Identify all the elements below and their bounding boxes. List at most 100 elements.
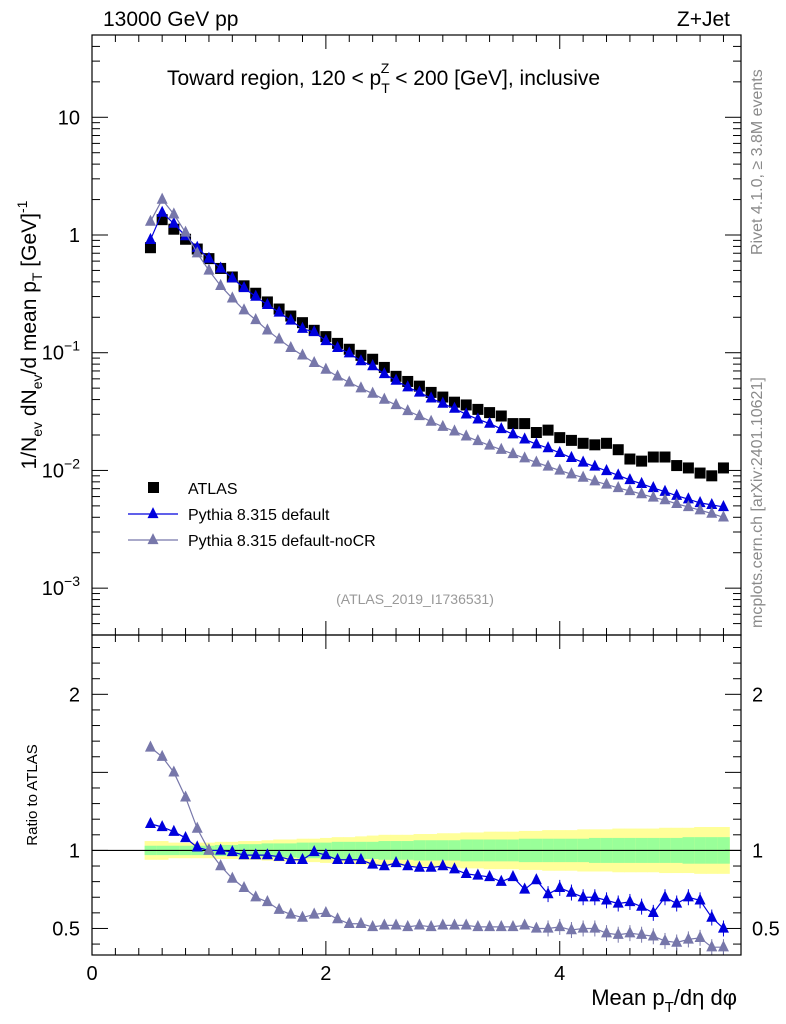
ratio-default-point: [507, 870, 519, 882]
ratio-nocr-point: [706, 940, 718, 952]
ratio-default-point: [156, 820, 168, 832]
ratio-nocr-point: [589, 921, 601, 933]
analysis-id: (ATLAS_2019_I1736531): [336, 591, 494, 607]
x-axis-label: Mean pT/dη dφ: [591, 985, 737, 1016]
atlas-point: [647, 451, 659, 463]
default-point: [577, 455, 589, 467]
default-point: [320, 334, 332, 346]
ratio-nocr-point: [402, 920, 414, 932]
ratio-nocr-point: [203, 843, 215, 855]
nocr-point: [273, 332, 285, 344]
ratio-nocr-point: [413, 918, 425, 930]
nocr-point: [437, 419, 449, 431]
nocr-point: [144, 214, 156, 226]
ratio-nocr-point: [332, 912, 344, 924]
default-point: [636, 476, 648, 488]
default-point: [601, 464, 613, 476]
ratio-nocr-point: [565, 923, 577, 935]
legend-marker-atlas: [148, 482, 159, 493]
nocr-point: [156, 192, 168, 204]
nocr-point: [671, 496, 683, 509]
nocr-point: [355, 381, 367, 393]
svg-text:Mean pT/dη dφ: Mean pT/dη dφ: [591, 985, 737, 1016]
nocr-point: [320, 362, 332, 374]
nocr-point: [261, 323, 273, 335]
nocr-point: [413, 409, 425, 421]
default-point: [706, 497, 718, 510]
default-point: [261, 297, 273, 310]
nocr-point: [577, 470, 589, 482]
ratio-default-point: [215, 843, 227, 855]
svg-text:Toward region, 120 < pTZ < 200: Toward region, 120 < pTZ < 200 [GeV], in…: [167, 60, 600, 96]
nocr-point: [624, 484, 636, 496]
atlas-point: [601, 437, 613, 449]
nocr-point: [647, 490, 659, 502]
default-point: [612, 468, 624, 480]
ratio-nocr-point: [296, 910, 308, 922]
ratio-default-point: [332, 852, 344, 864]
ratio-nocr-point: [530, 921, 542, 933]
atlas-point: [565, 434, 577, 446]
nocr-point: [343, 375, 355, 387]
ratio-default-point: [682, 890, 694, 902]
ratio-default-point: [495, 874, 507, 886]
ratio-default-point: [671, 896, 683, 908]
y-tick-label-main: 10−2: [42, 455, 80, 482]
ratio-default-point: [355, 852, 367, 864]
ratio-default-point: [589, 890, 601, 902]
ratio-default-point: [320, 848, 332, 860]
nocr-point: [378, 392, 390, 404]
default-point: [472, 412, 484, 424]
nocr-point: [542, 459, 554, 471]
atlas-point: [460, 399, 472, 411]
ratio-nocr-point: [273, 902, 285, 914]
atlas-point: [144, 242, 156, 254]
atlas-point: [717, 462, 729, 474]
plot-title-rest: < 200 [GeV], inclusive: [389, 67, 600, 90]
ratio-nocr-point: [449, 918, 461, 930]
default-point: [530, 437, 542, 449]
nocr-point: [717, 510, 729, 522]
ratio-default-point: [437, 859, 449, 871]
atlas-point: [507, 418, 519, 430]
atlas-point: [612, 444, 624, 456]
ratio-series: [144, 740, 729, 956]
ratio-nocr-point: [612, 927, 624, 939]
legend: ATLAS Pythia 8.315 default Pythia 8.315 de…: [128, 481, 376, 550]
ratio-nocr-point: [694, 930, 706, 943]
ratio-default-point: [647, 905, 659, 918]
nocr-point: [472, 434, 484, 446]
nocr-point: [530, 455, 542, 467]
default-point: [425, 391, 437, 403]
nocr-point: [296, 348, 308, 360]
nocr-point: [484, 438, 496, 450]
y-tick-label-main: 10−1: [42, 338, 80, 365]
ratio-default-point: [577, 890, 589, 902]
default-point: [519, 432, 531, 444]
atlas-point: [589, 439, 601, 451]
ratio-nocr-point: [250, 890, 262, 902]
ratio-default-point: [367, 857, 379, 869]
ratio-nocr-point: [215, 859, 227, 871]
ratio-default-point: [226, 845, 238, 857]
ratio-default-point: [425, 860, 437, 872]
ratio-nocr-point: [226, 871, 238, 883]
ratio-nocr-point: [238, 880, 250, 893]
ratio-default-point: [472, 868, 484, 880]
ratio-default-point: [542, 887, 554, 899]
svg-text:1/Nev dNev/d mean pT [GeV]-1: 1/Nev dNev/d mean pT [GeV]-1: [14, 200, 45, 469]
ratio-nocr-point: [355, 916, 367, 928]
default-point: [308, 325, 320, 337]
default-point: [390, 373, 402, 385]
nocr-point: [682, 500, 694, 512]
nocr-point: [636, 487, 648, 499]
ratio-nocr-point: [460, 918, 472, 930]
ratio-nocr-point: [507, 920, 519, 932]
ratio-default-point: [285, 852, 297, 864]
ratio-default-point: [554, 880, 566, 893]
default-point: [402, 380, 414, 392]
default-point: [589, 459, 601, 471]
atlas-point: [168, 223, 180, 235]
ratio-nocr-point: [542, 921, 554, 933]
